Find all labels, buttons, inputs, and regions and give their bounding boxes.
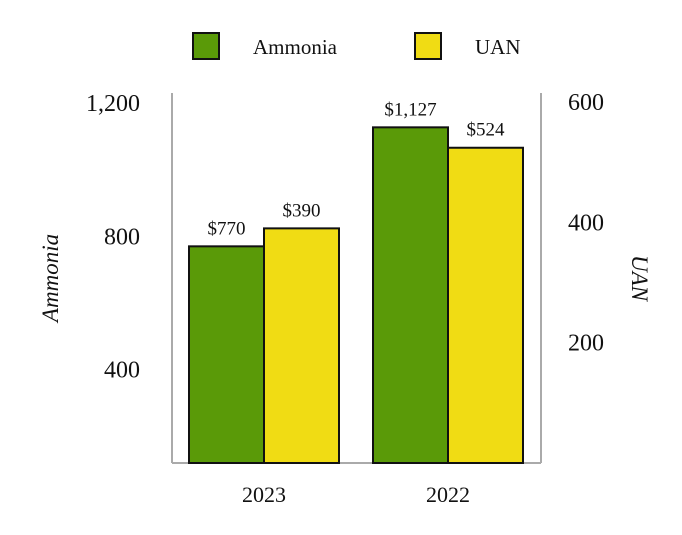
legend-label-uan: UAN	[475, 35, 521, 59]
x-tick-label-2023: 2023	[242, 482, 286, 507]
bar-uan-2022	[447, 146, 524, 465]
legend: Ammonia UAN	[192, 32, 521, 60]
data-label-uan-2022: $524	[467, 120, 506, 141]
bar-uan-2023	[263, 227, 340, 464]
right-tick-label-400: 400	[568, 210, 604, 236]
data-label-ammonia-2022: $1,127	[384, 99, 436, 120]
data-labels: $770 $390 $1,127 $524	[208, 99, 506, 239]
left-tick-label-1200: 1,200	[86, 91, 140, 117]
bar-ammonia-2023	[188, 245, 265, 464]
right-tick-label-200: 200	[568, 331, 604, 357]
tick-labels: 2023 2022 400 800 1,200 200 400 600	[86, 90, 604, 507]
right-tick-label-600: 600	[568, 90, 604, 116]
bars	[188, 126, 524, 465]
data-label-ammonia-2023: $770	[208, 218, 246, 239]
legend-swatch-ammonia	[192, 32, 220, 60]
legend-swatch-uan	[414, 32, 442, 60]
left-tick-label-800: 800	[104, 224, 140, 250]
left-tick-label-400: 400	[104, 358, 140, 384]
bar-ammonia-2022	[372, 126, 449, 464]
data-label-uan-2023: $390	[283, 200, 321, 221]
x-tick-label-2022: 2022	[426, 482, 470, 507]
left-axis-title: Ammonia	[38, 234, 63, 324]
legend-label-ammonia: Ammonia	[253, 35, 338, 59]
right-axis-title: UAN	[627, 255, 652, 303]
